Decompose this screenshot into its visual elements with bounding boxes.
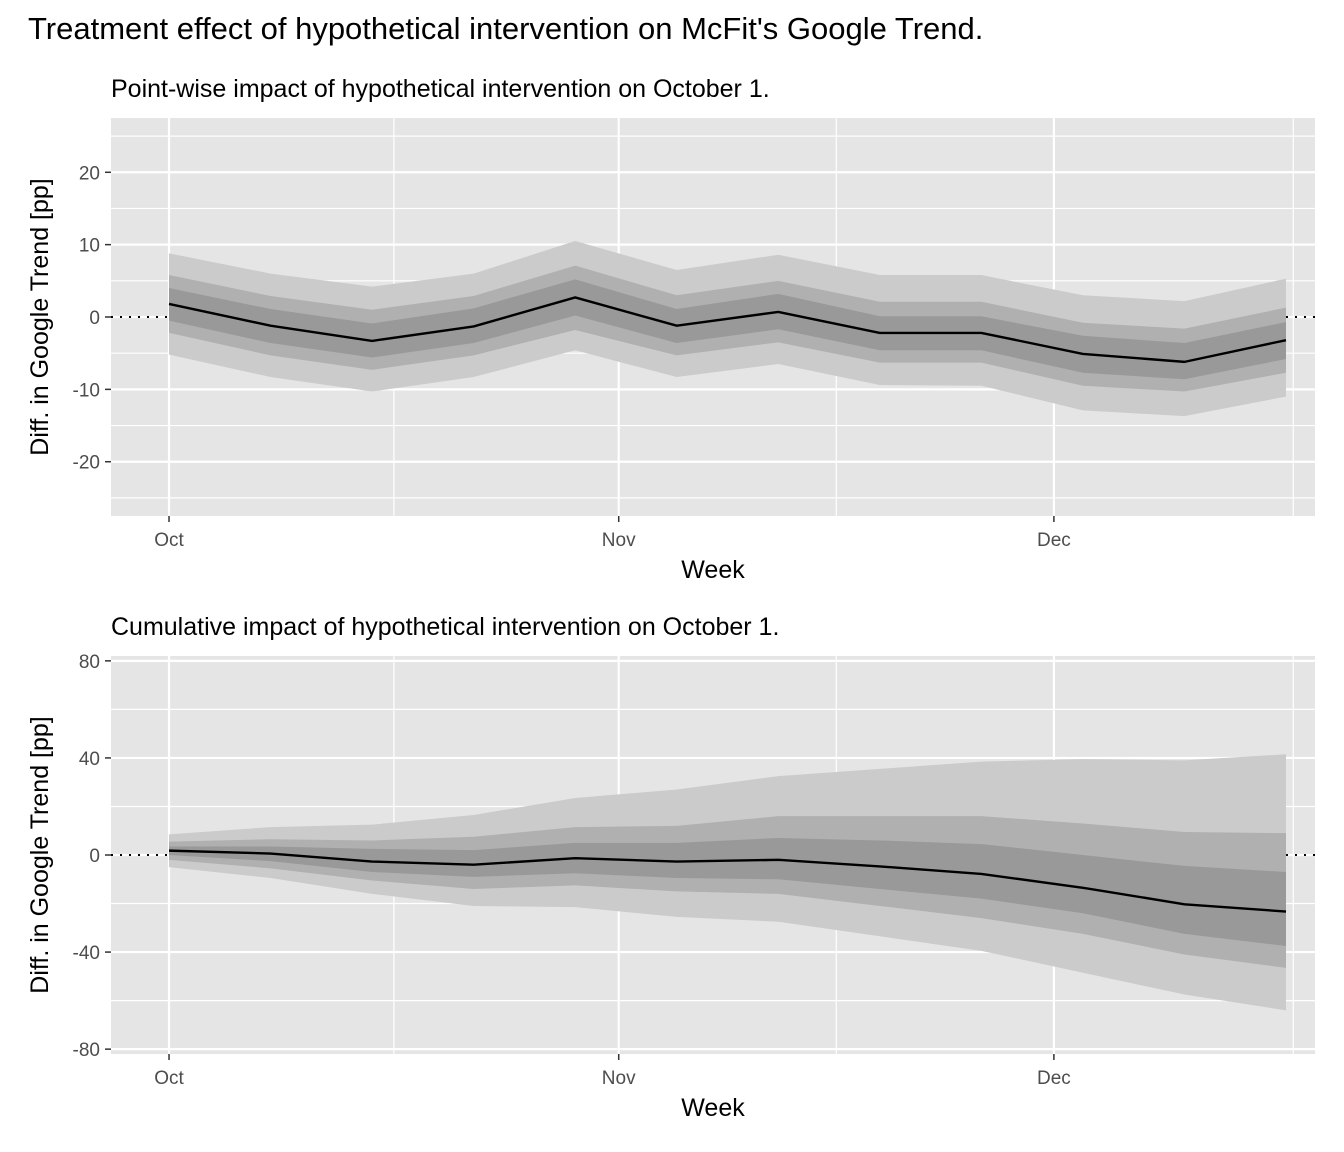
y-axis-title: Diff. in Google Trend [pp] xyxy=(26,178,54,455)
y-tick-label: 40 xyxy=(79,749,100,770)
x-tick-label: Oct xyxy=(154,530,184,551)
y-axis-title: Diff. in Google Trend [pp] xyxy=(26,716,54,993)
x-axis-title: Week xyxy=(681,556,745,584)
effect-line xyxy=(168,849,1287,913)
y-tick-label: 20 xyxy=(79,163,100,184)
x-tick-label: Oct xyxy=(154,1068,184,1089)
x-tick-label: Dec xyxy=(1037,530,1071,551)
y-tick-label: -20 xyxy=(73,453,100,474)
panel-title: Point-wise impact of hypothetical interv… xyxy=(111,75,770,103)
y-tick-label: 10 xyxy=(79,236,100,257)
y-tick-label: -10 xyxy=(73,380,100,401)
y-tick-label: 0 xyxy=(89,308,100,329)
x-tick-label: Nov xyxy=(602,1068,636,1089)
x-tick-label: Nov xyxy=(602,530,636,551)
confidence-band-inner xyxy=(169,279,1286,380)
x-axis-title: Week xyxy=(681,1094,745,1122)
y-tick-label: -40 xyxy=(73,943,100,964)
x-tick-label: Dec xyxy=(1037,1068,1071,1089)
figure-title: Treatment effect of hypothetical interve… xyxy=(28,11,983,46)
y-tick-label: -80 xyxy=(73,1040,100,1061)
y-tick-label: 80 xyxy=(79,652,100,673)
pointwise-panel: Point-wise impact of hypothetical interv… xyxy=(26,75,1315,584)
y-tick-label: 0 xyxy=(89,846,100,867)
panel-title: Cumulative impact of hypothetical interv… xyxy=(111,613,779,641)
cumulative-panel: Cumulative impact of hypothetical interv… xyxy=(26,613,1315,1122)
effect-line xyxy=(168,296,1287,364)
